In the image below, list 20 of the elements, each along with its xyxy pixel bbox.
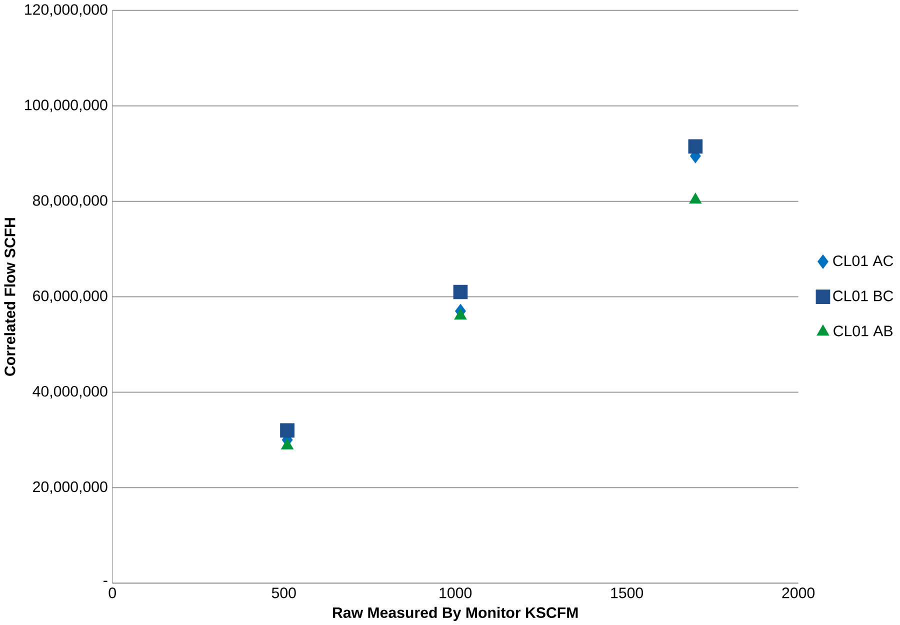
- x-tick-label: 500: [272, 587, 296, 598]
- x-tick-label: 1000: [440, 587, 472, 598]
- point: [688, 139, 703, 154]
- legend-label: CL01 AC: [833, 255, 894, 266]
- x-axis-title: Raw Measured By Monitor KSCFM: [332, 606, 578, 621]
- y-tick-label: 100,000,000: [25, 100, 108, 112]
- x-tick-label: 0: [108, 587, 116, 598]
- y-tick-label: 60,000,000: [33, 290, 108, 303]
- point: [453, 284, 468, 300]
- x-tick-label: 2000: [782, 587, 815, 598]
- y-tick-label: 80,000,000: [32, 195, 108, 208]
- y-tick-label: 40,000,000: [32, 386, 108, 398]
- y-axis-title: Correlated Flow SCFH: [4, 218, 16, 376]
- y-tick-label: 20,000,000: [33, 481, 108, 494]
- x-tick-label: 1500: [611, 587, 644, 598]
- y-tick-label: -: [104, 580, 108, 582]
- y-tick-label: 120,000,000: [25, 4, 108, 17]
- legend-label: CL01 BC: [833, 290, 894, 302]
- point: [280, 423, 294, 438]
- legend-label: CL01 AB: [834, 326, 892, 336]
